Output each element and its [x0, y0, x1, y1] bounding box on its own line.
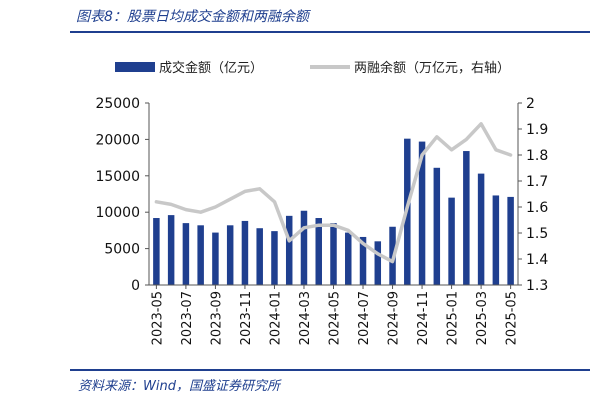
- bar-2023-09: [212, 232, 219, 285]
- x-tick-label: 2024-11: [416, 291, 431, 345]
- left-tick-label: 0: [131, 278, 140, 294]
- margin-balance-line: [154, 122, 513, 264]
- line-series: [154, 122, 513, 264]
- right-tick-label: 1.5: [526, 226, 548, 242]
- bar-2025-03: [477, 173, 485, 285]
- bar-2023-08: [197, 225, 204, 285]
- bar-2024-08: [374, 241, 382, 285]
- x-tick-label: 2024-01: [268, 291, 283, 345]
- bar-2023-06: [167, 215, 175, 285]
- x-tick-label: 2024-09: [387, 291, 402, 345]
- x-tick-label: 2024-03: [298, 291, 313, 345]
- right-tick-label: 2: [526, 96, 535, 112]
- bar-2023-07: [182, 223, 190, 285]
- bar-2025-04: [492, 195, 500, 285]
- bar-series: [153, 138, 514, 285]
- legend-line-label: 两融余额（万亿元，右轴）: [354, 60, 510, 76]
- left-tick-label: 20000: [95, 132, 140, 148]
- bar-2025-02: [463, 151, 470, 285]
- bar-2024-05: [330, 223, 337, 285]
- bar-2024-06: [345, 232, 352, 285]
- right-tick-label: 1.9: [526, 122, 548, 138]
- legend-bar-label: 成交金额（亿元）: [159, 60, 263, 76]
- bar-2023-12: [256, 228, 263, 285]
- x-tick-label: 2023-11: [239, 291, 254, 345]
- x-tick-label: 2025-01: [446, 291, 461, 345]
- legend: 成交金额（亿元） 两融余额（万亿元，右轴）: [115, 60, 510, 76]
- bar-2025-01: [448, 197, 455, 285]
- x-tick-label: 2024-05: [328, 291, 343, 345]
- bar-2024-03: [300, 210, 308, 285]
- left-tick-label: 10000: [95, 205, 140, 221]
- x-tick-label: 2023-09: [209, 291, 224, 345]
- legend-bar-swatch: [115, 62, 155, 72]
- left-tick-label: 25000: [95, 96, 140, 112]
- axes: 0 5000 10000 15000 20000 25000 1.3 1.4 1.5 1.6 1.7…: [95, 96, 548, 345]
- right-tick-label: 1.3: [526, 278, 548, 294]
- bar-2023-05: [153, 218, 160, 285]
- left-tick-label: 5000: [104, 242, 140, 258]
- bar-2023-11: [241, 220, 249, 285]
- title-divider: [70, 31, 590, 33]
- bar-2025-05: [507, 196, 514, 285]
- bar-2024-02: [285, 215, 293, 285]
- footer-divider: [70, 369, 590, 371]
- bar-2024-04: [315, 218, 322, 285]
- bar-2024-07: [359, 236, 367, 285]
- x-tick-label: 2023-07: [180, 291, 195, 345]
- x-tick-label: 2024-07: [357, 291, 372, 345]
- bar-2024-12: [433, 167, 441, 285]
- left-tick-label: 15000: [95, 169, 140, 185]
- x-tick-label: 2023-05: [150, 291, 165, 345]
- right-tick-label: 1.4: [526, 252, 548, 268]
- right-tick-label: 1.7: [526, 174, 548, 190]
- figure-title: 图表8：股票日均成交金额和两融余额: [76, 9, 309, 25]
- right-tick-label: 1.6: [526, 200, 548, 216]
- bar-2023-10: [226, 225, 234, 285]
- right-tick-label: 1.8: [526, 148, 548, 164]
- x-tick-label: 2025-05: [505, 291, 520, 345]
- x-tick-label: 2025-03: [475, 291, 490, 345]
- bar-2024-11: [418, 141, 426, 285]
- bar-2024-01: [271, 231, 278, 285]
- source-note: 资料来源：Wind，国盛证券研究所: [78, 379, 280, 394]
